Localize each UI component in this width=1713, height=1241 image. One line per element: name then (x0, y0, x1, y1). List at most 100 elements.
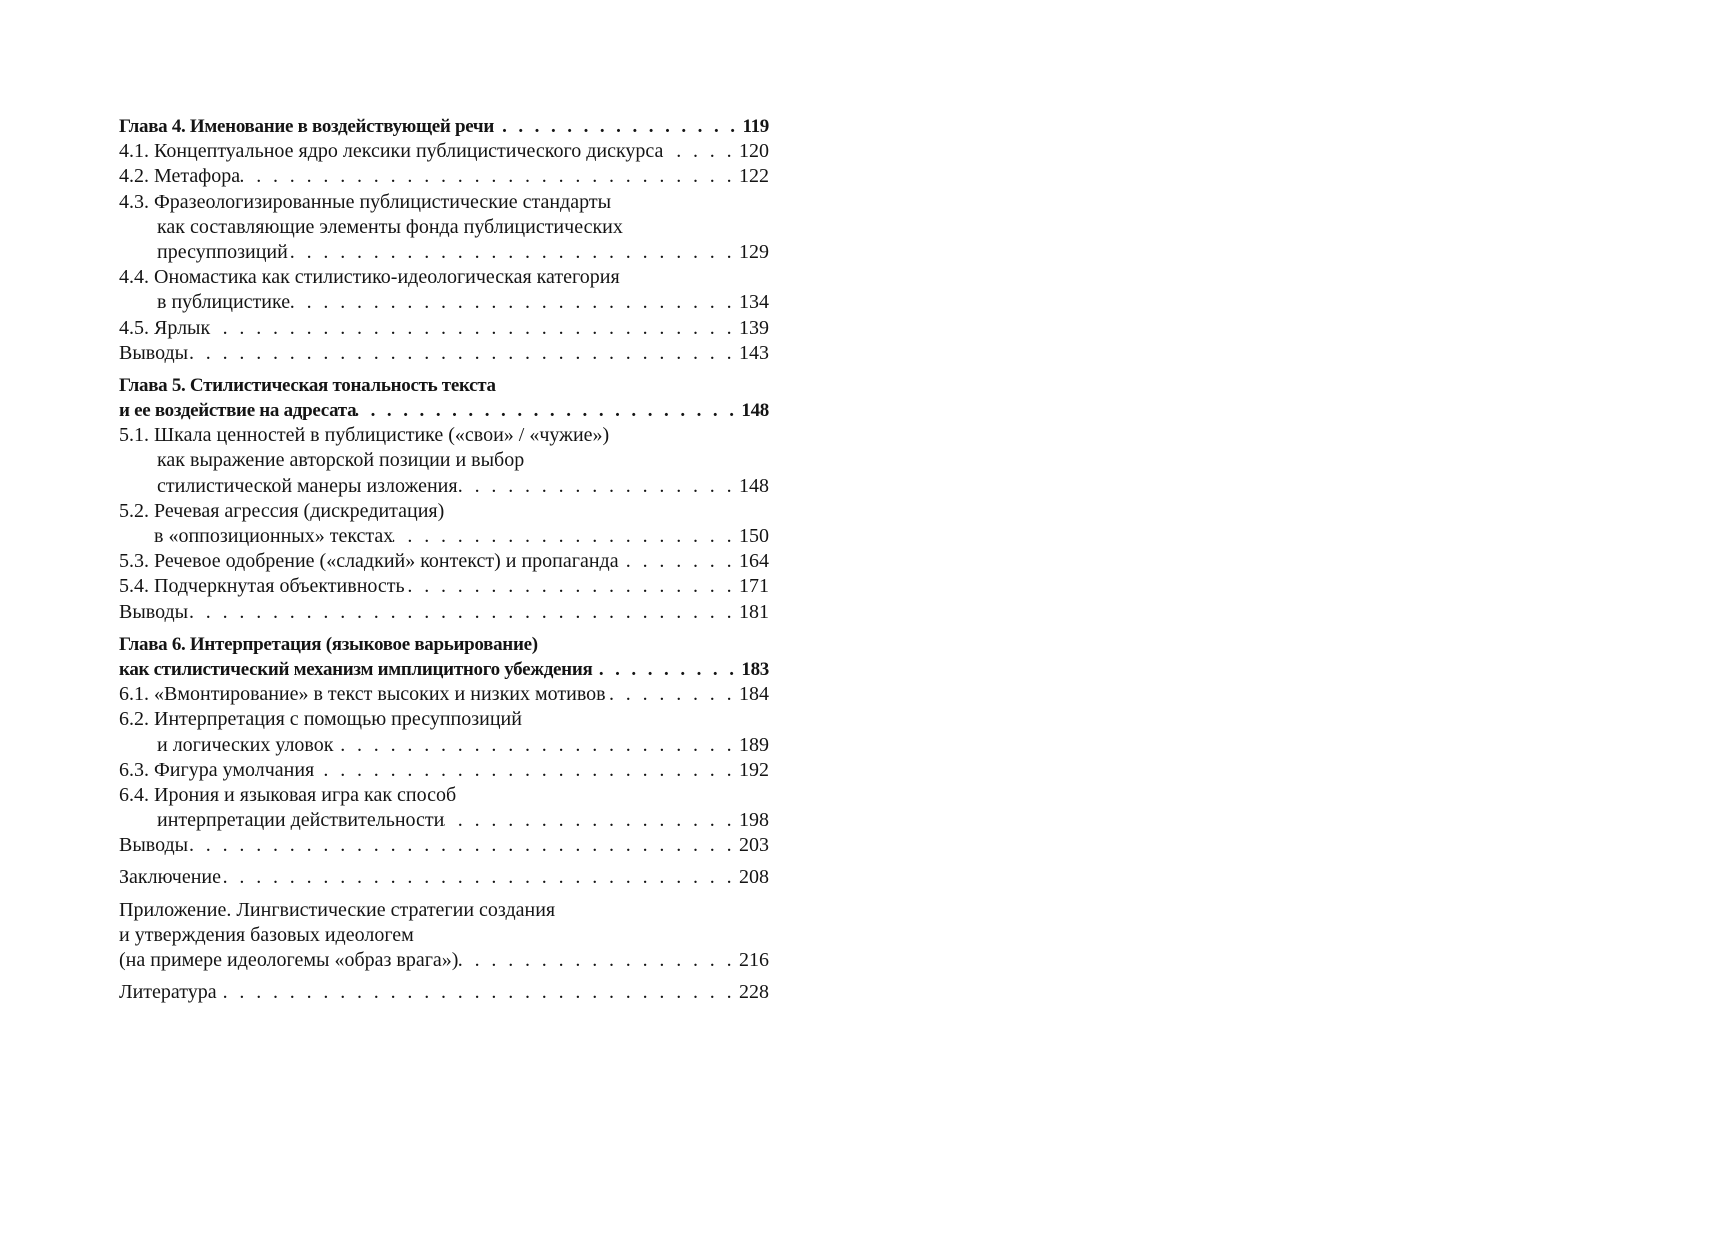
toc-entry-title: Выводы (119, 834, 189, 857)
toc-entry-title: 6.1. «Вмонтирование» в текст высоких и н… (119, 683, 606, 706)
toc-entry-title: Заключение (119, 866, 221, 889)
toc-entry: 5.1. Шкала ценностей в публицистике («св… (119, 423, 769, 499)
toc-page-number: 148 (741, 400, 769, 422)
toc-entry-title: интерпретации действительности (157, 809, 445, 832)
toc-page-number: 183 (741, 658, 769, 680)
toc-line: 5.1. Шкала ценностей в публицистике («св… (119, 423, 769, 448)
toc-entry-title: 4.3. Фразеологизированные публицистическ… (119, 190, 612, 213)
toc-entry-title: как выражение авторской позиции и выбор (157, 449, 525, 472)
toc-page-number: 203 (739, 834, 769, 857)
dot-leader: . . . . . . . . . . . . . . . . . . . . … (221, 866, 735, 889)
toc-entry-title: 5.4. Подчеркнутая объективность (119, 575, 405, 598)
toc-line: 6.4. Ирония и языковая игра как способ (119, 783, 769, 808)
toc-entry-title: в публицистике (157, 291, 291, 314)
toc-entry-title: Глава 6. Интерпретация (языковое варьиро… (119, 633, 538, 655)
toc-page-number: 192 (739, 758, 769, 781)
dot-leader: . . . . . . . . . . . . . . . . . . . . … (290, 291, 735, 314)
toc-line: Глава 5. Стилистическая тональность текс… (119, 373, 769, 398)
toc-entry-title: Глава 4. Именование в воздействующей реч… (119, 116, 494, 137)
toc-entry: 6.1. «Вмонтирование» в текст высоких и н… (119, 682, 769, 707)
toc-entry: 5.3. Речевое одобрение («сладкий» контек… (119, 549, 769, 574)
toc-page-number: 139 (739, 316, 769, 339)
toc-line: Выводы . . . . . . . . . . . . . . . . .… (119, 600, 769, 625)
dot-leader: . . . . . . . . . . . . . . . . . . . . … (405, 575, 735, 598)
toc-entry: 5.4. Подчеркнутая объективность . . . . … (119, 574, 769, 599)
dot-leader: . . . . . . . . . . . . . . . . . . . . … (663, 140, 735, 163)
toc-entry-title: стилистической манеры изложения (157, 474, 458, 497)
toc-line: как составляющие элементы фонда публицис… (119, 215, 769, 240)
toc-entry: 4.3. Фразеологизированные публицистическ… (119, 190, 769, 266)
toc-entry: Приложение. Лингвистические стратегии со… (119, 898, 769, 974)
toc-entry-title: 4.4. Ономастика как стилистико-идеологич… (119, 266, 620, 289)
toc-line: Заключение . . . . . . . . . . . . . . .… (119, 865, 769, 890)
toc-line: Выводы . . . . . . . . . . . . . . . . .… (119, 341, 769, 366)
toc-chapter-entry: Глава 6. Интерпретация (языковое варьиро… (119, 632, 769, 682)
toc-entry-title: 6.3. Фигура умолчания (119, 758, 315, 781)
toc-entry-title: пресуппозиций (157, 240, 288, 263)
toc-line: 6.3. Фигура умолчания . . . . . . . . . … (119, 758, 769, 783)
toc-entry-title: 5.3. Речевое одобрение («сладкий» контек… (119, 550, 619, 573)
toc-entry: Выводы . . . . . . . . . . . . . . . . .… (119, 341, 769, 366)
toc-entry-title: 6.2. Интерпретация с помощью пресуппозиц… (119, 708, 522, 731)
toc-page-number: 198 (739, 809, 769, 832)
dot-leader: . . . . . . . . . . . . . . . . . . . . … (188, 834, 735, 857)
toc-page-number: 171 (739, 575, 769, 598)
toc-line: 6.1. «Вмонтирование» в текст высоких и н… (119, 682, 769, 707)
toc-entry-title: Приложение. Лингвистические стратегии со… (119, 898, 556, 921)
toc-page-number: 216 (739, 949, 769, 971)
toc-entry-title: 4.2. Метафора (119, 165, 241, 188)
toc-entry: 6.2. Интерпретация с помощью пресуппозиц… (119, 707, 769, 757)
toc-entry: 4.2. Метафора . . . . . . . . . . . . . … (119, 164, 769, 189)
toc-entry: 4.1. Концептуальное ядро лексики публици… (119, 139, 769, 164)
toc-entry: Выводы . . . . . . . . . . . . . . . . .… (119, 600, 769, 625)
toc-line: и ее воздействие на адресата . . . . . .… (119, 398, 769, 423)
toc-entry: 4.4. Ономастика как стилистико-идеологич… (119, 265, 769, 315)
toc-line: Глава 6. Интерпретация (языковое варьиро… (119, 632, 769, 657)
toc-entry-title: как составляющие элементы фонда публицис… (157, 215, 623, 238)
dot-leader: . . . . . . . . . . . . . . . . . . . . … (188, 600, 735, 623)
toc-page-number: 120 (739, 140, 769, 163)
toc-line: в публицистике . . . . . . . . . . . . .… (119, 290, 769, 315)
toc-line: и логических уловок . . . . . . . . . . … (119, 733, 769, 758)
toc-line: 4.1. Концептуальное ядро лексики публици… (119, 139, 769, 164)
dot-leader: . . . . . . . . . . . . . . . . . . . . … (333, 733, 735, 756)
toc-entry-title: (на примере идеологемы «образ врага») (119, 949, 459, 971)
toc-page-number: 122 (739, 165, 769, 188)
toc-entry-title: и утверждения базовых идеологем (119, 923, 414, 946)
toc-page-number: 134 (739, 291, 769, 314)
toc-entry: Заключение . . . . . . . . . . . . . . .… (119, 865, 769, 890)
dot-leader: . . . . . . . . . . . . . . . . . . . . … (444, 809, 735, 832)
toc-line: и утверждения базовых идеологем (119, 923, 769, 948)
dot-leader: . . . . . . . . . . . . . . . . . . . . … (288, 240, 735, 263)
toc-line: 6.2. Интерпретация с помощью пресуппозиц… (119, 707, 769, 732)
toc-chapter-entry: Глава 4. Именование в воздействующей реч… (119, 114, 769, 139)
toc-line: Выводы . . . . . . . . . . . . . . . . .… (119, 833, 769, 858)
dot-leader: . . . . . . . . . . . . . . . . . . . . … (458, 949, 735, 971)
dot-leader: . . . . . . . . . . . . . . . . . . . . … (494, 116, 739, 137)
dot-leader: . . . . . . . . . . . . . . . . . . . . … (217, 981, 735, 1004)
toc-page-number: 148 (739, 474, 769, 497)
toc-page-number: 119 (742, 116, 769, 137)
toc-entry-title: 5.1. Шкала ценностей в публицистике («св… (119, 424, 610, 447)
dot-leader: . . . . . . . . . . . . . . . . . . . . … (210, 316, 735, 339)
dot-leader: . . . . . . . . . . . . . . . . . . . . … (592, 658, 738, 680)
toc-page-number: 208 (739, 866, 769, 889)
toc-entry: 6.3. Фигура умолчания . . . . . . . . . … (119, 758, 769, 783)
toc-entry: Выводы . . . . . . . . . . . . . . . . .… (119, 833, 769, 858)
table-of-contents: Глава 4. Именование в воздействующей реч… (119, 114, 769, 1005)
toc-line: 4.2. Метафора . . . . . . . . . . . . . … (119, 164, 769, 189)
dot-leader: . . . . . . . . . . . . . . . . . . . . … (619, 550, 735, 573)
toc-line: как стилистический механизм имплицитного… (119, 657, 769, 682)
toc-line: Глава 4. Именование в воздействующей реч… (119, 114, 769, 139)
toc-entry-title: Глава 5. Стилистическая тональность текс… (119, 374, 496, 396)
toc-line: 5.3. Речевое одобрение («сладкий» контек… (119, 549, 769, 574)
toc-line: в «оппозиционных» текстах . . . . . . . … (119, 524, 769, 549)
toc-entry-title: Литература (119, 981, 217, 1004)
toc-line: Приложение. Лингвистические стратегии со… (119, 898, 769, 923)
dot-leader: . . . . . . . . . . . . . . . . . . . . … (188, 341, 735, 364)
toc-entry-title: 6.4. Ирония и языковая игра как способ (119, 783, 457, 806)
toc-page-number: 129 (739, 240, 769, 263)
dot-leader: . . . . . . . . . . . . . . . . . . . . … (457, 474, 735, 497)
toc-page-number: 150 (739, 525, 769, 547)
dot-leader: . . . . . . . . . . . . . . . . . . . . … (606, 683, 735, 706)
